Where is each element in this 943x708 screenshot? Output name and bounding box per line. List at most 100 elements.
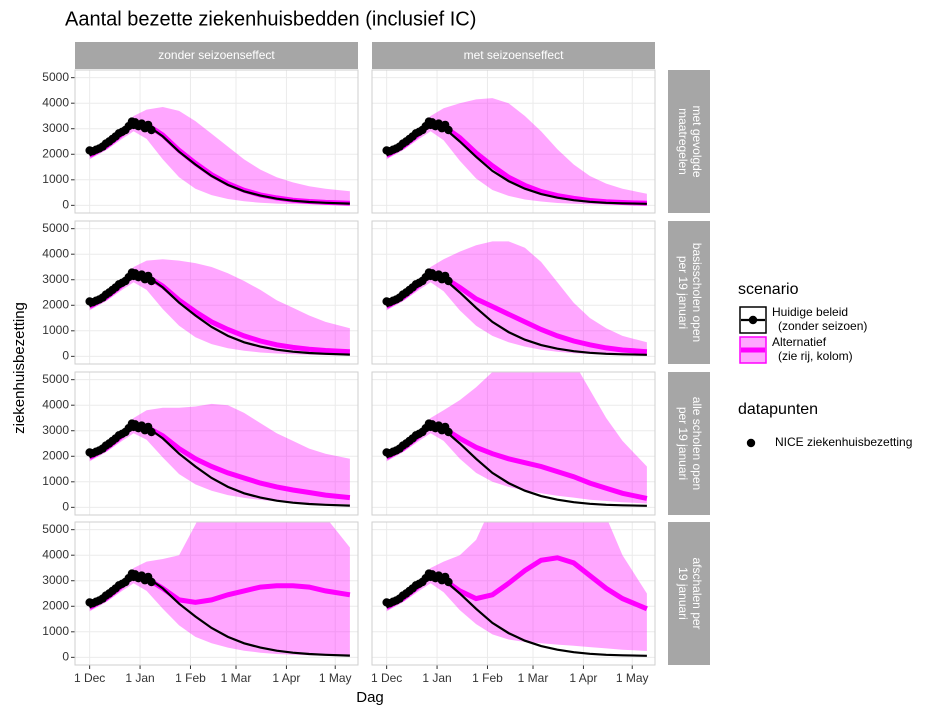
panel xyxy=(75,221,358,364)
panel-background xyxy=(75,221,358,364)
y-tick-label: 0 xyxy=(62,650,69,664)
y-axis-label: ziekenhuisbezetting xyxy=(11,302,28,434)
y-tick-label: 2000 xyxy=(42,448,69,462)
column-strip xyxy=(372,42,655,69)
y-tick-label: 3000 xyxy=(42,272,69,286)
data-point xyxy=(444,125,453,135)
x-tick-label: 1 Apr xyxy=(569,671,597,685)
row-strip xyxy=(668,522,710,665)
panel xyxy=(372,522,655,665)
y-tick-label: 2000 xyxy=(42,146,69,160)
column-strip-label: met seizoenseffect xyxy=(464,48,564,62)
data-point xyxy=(444,577,453,587)
y-tick-label: 2000 xyxy=(42,598,69,612)
row-strip xyxy=(668,372,710,515)
panel-border xyxy=(371,69,656,214)
row-strip-label: per 19 januari xyxy=(676,407,690,480)
legend-label: (zonder seizoen) xyxy=(778,319,867,333)
y-tick-label: 3000 xyxy=(42,423,69,437)
panel-background xyxy=(75,522,358,665)
panel xyxy=(372,70,655,213)
x-tick-label: 1 Dec xyxy=(74,671,105,685)
row-strip-label: basisscholen open xyxy=(690,243,704,342)
y-tick-label: 3000 xyxy=(42,121,69,135)
panel xyxy=(372,372,655,515)
panel xyxy=(75,522,358,665)
y-tick-label: 4000 xyxy=(42,547,69,561)
panel xyxy=(75,372,358,515)
y-tick-label: 3000 xyxy=(42,573,69,587)
row-strip-label: afschalen per xyxy=(690,557,704,629)
panel xyxy=(75,70,358,213)
y-tick-label: 0 xyxy=(62,198,69,212)
x-tick-label: 1 Mar xyxy=(518,671,549,685)
y-tick-label: 1000 xyxy=(42,172,69,186)
panel-background xyxy=(75,70,358,213)
y-tick-label: 4000 xyxy=(42,95,69,109)
x-tick-label: 1 Mar xyxy=(221,671,252,685)
y-tick-label: 1000 xyxy=(42,323,69,337)
y-tick-label: 1000 xyxy=(42,624,69,638)
legend-label: Alternatief xyxy=(772,335,827,349)
column-strip-label: zonder seizoenseffect xyxy=(158,48,275,62)
panel-border xyxy=(74,69,359,214)
y-tick-label: 5000 xyxy=(42,70,69,84)
row-strip-label: met gevolgde xyxy=(690,105,704,177)
panel-border xyxy=(74,371,359,516)
legend-label: (zie rij, kolom) xyxy=(778,349,853,363)
panel-background xyxy=(372,70,655,213)
data-point xyxy=(147,427,156,437)
legend-title: datapunten xyxy=(738,401,818,418)
row-strip-label: maatregelen xyxy=(676,108,690,175)
y-tick-label: 4000 xyxy=(42,246,69,260)
legend-label: Huidige beleid xyxy=(772,305,848,319)
uncertainty-band xyxy=(386,372,647,504)
legend-label: NICE ziekenhuisbezetting xyxy=(775,435,912,449)
x-tick-label: 1 May xyxy=(616,671,649,685)
panel-border xyxy=(371,220,656,365)
data-point xyxy=(147,276,156,286)
row-strip-label: 19 januari xyxy=(676,567,690,620)
y-tick-label: 5000 xyxy=(42,522,69,536)
x-tick-label: 1 May xyxy=(319,671,352,685)
panel-border xyxy=(371,521,656,666)
uncertainty-band xyxy=(386,241,647,356)
x-tick-label: 1 Jan xyxy=(422,671,451,685)
panel-border xyxy=(371,371,656,516)
uncertainty-band xyxy=(386,522,647,651)
uncertainty-band xyxy=(386,98,647,205)
data-point xyxy=(444,427,453,437)
row-strip xyxy=(668,70,710,213)
panel-border xyxy=(74,521,359,666)
panel-border xyxy=(74,220,359,365)
x-axis-label: Dag xyxy=(356,689,384,706)
row-strip-label: per 19 januari xyxy=(676,256,690,329)
legend-key-point xyxy=(748,315,758,325)
panel-background xyxy=(372,221,655,364)
x-tick-label: 1 Feb xyxy=(472,671,503,685)
column-strip xyxy=(75,42,358,69)
legend-key-point xyxy=(746,438,756,448)
data-point xyxy=(147,577,156,587)
y-tick-label: 1000 xyxy=(42,474,69,488)
y-tick-label: 0 xyxy=(62,349,69,363)
data-point xyxy=(444,276,453,286)
y-tick-label: 4000 xyxy=(42,397,69,411)
y-tick-label: 2000 xyxy=(42,297,69,311)
x-tick-label: 1 Apr xyxy=(272,671,300,685)
y-tick-label: 0 xyxy=(62,500,69,514)
chart-title: Aantal bezette ziekenhuisbedden (inclusi… xyxy=(65,8,476,30)
row-strip xyxy=(668,221,710,364)
uncertainty-band xyxy=(89,522,350,657)
y-tick-label: 5000 xyxy=(42,372,69,386)
panel-background xyxy=(372,522,655,665)
legend-title: scenario xyxy=(738,281,799,298)
x-tick-label: 1 Dec xyxy=(371,671,402,685)
y-tick-label: 5000 xyxy=(42,221,69,235)
x-tick-label: 1 Jan xyxy=(125,671,154,685)
data-point xyxy=(147,125,156,135)
panel xyxy=(372,221,655,364)
x-tick-label: 1 Feb xyxy=(175,671,206,685)
row-strip-label: alle scholen open xyxy=(690,397,704,490)
